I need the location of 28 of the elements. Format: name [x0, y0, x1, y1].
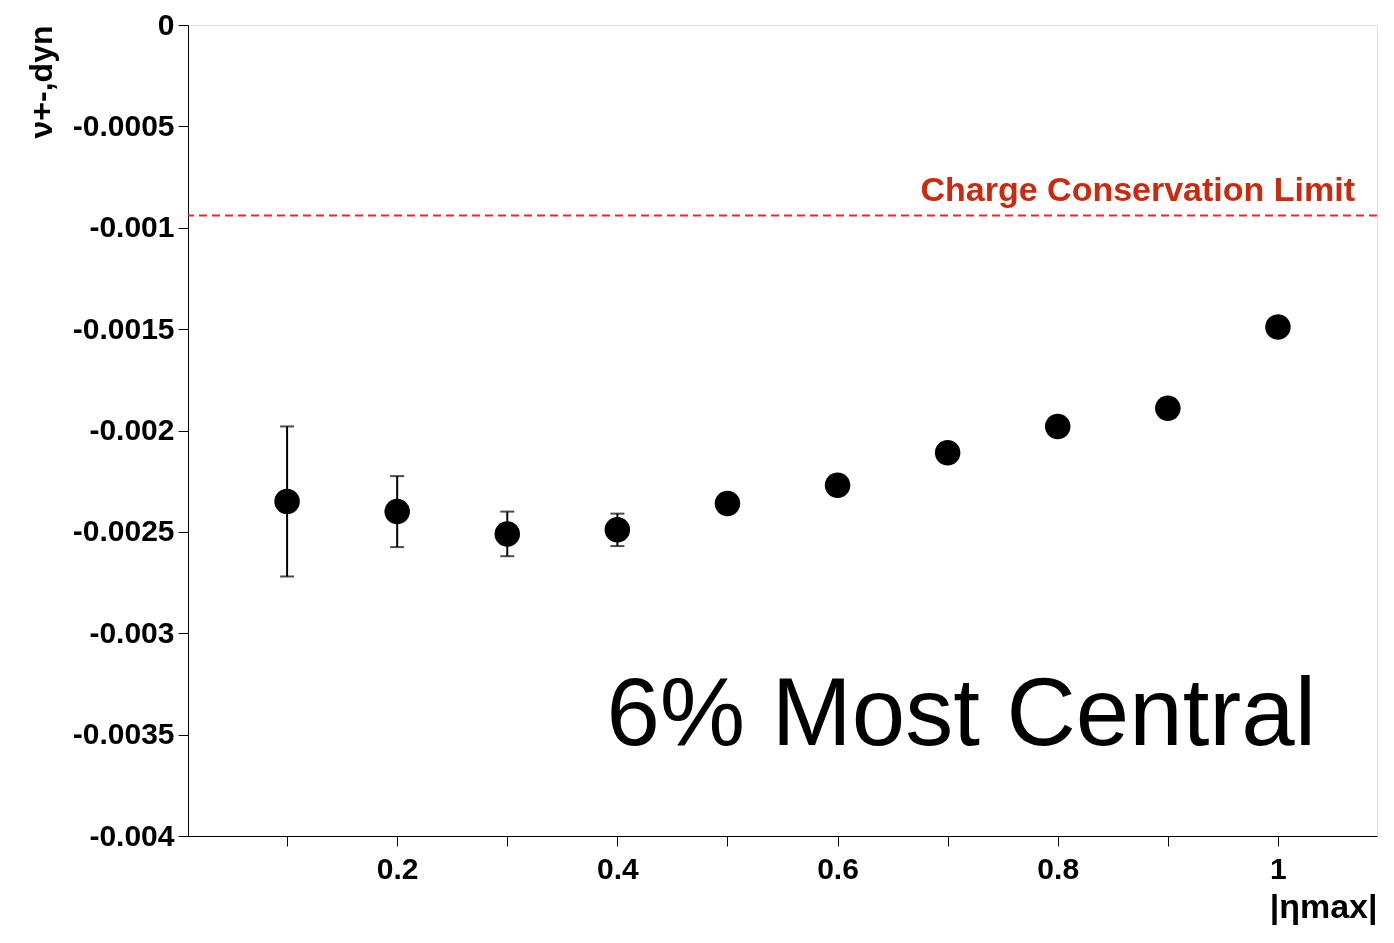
point — [934, 440, 961, 466]
point — [714, 490, 741, 517]
x-axis-title: |ηmax| — [1269, 886, 1378, 925]
point — [824, 472, 851, 498]
point — [1044, 413, 1071, 440]
y-tick-label: -0.001 — [89, 210, 175, 244]
x-tick-label: 0.2 — [376, 851, 419, 885]
point — [1155, 395, 1181, 421]
ref-line-label: Charge Conservation Limit — [920, 169, 1355, 208]
x-tick-label: 0.4 — [597, 851, 640, 885]
point — [1265, 314, 1291, 340]
point — [494, 521, 521, 547]
x-tick-label: 0.8 — [1037, 851, 1080, 885]
point — [274, 488, 300, 515]
x-tick-label: 1 — [1270, 851, 1287, 885]
point — [604, 517, 631, 543]
x-tick-label: 0.6 — [817, 851, 859, 885]
point — [384, 498, 410, 525]
y-axis-title: ν+-,dyn — [22, 25, 59, 139]
y-tick-label: 0 — [157, 7, 175, 41]
y-tick-label: -0.0035 — [72, 717, 175, 751]
y-tick-label: -0.0015 — [72, 311, 175, 345]
annotation: 6% Most Central — [606, 658, 1316, 765]
y-tick-label: -0.0005 — [72, 108, 175, 142]
y-tick-label: -0.003 — [89, 615, 175, 649]
y-tick-label: -0.0025 — [72, 514, 175, 548]
y-tick-label: -0.002 — [89, 413, 175, 446]
y-tick-label: -0.004 — [89, 818, 175, 852]
